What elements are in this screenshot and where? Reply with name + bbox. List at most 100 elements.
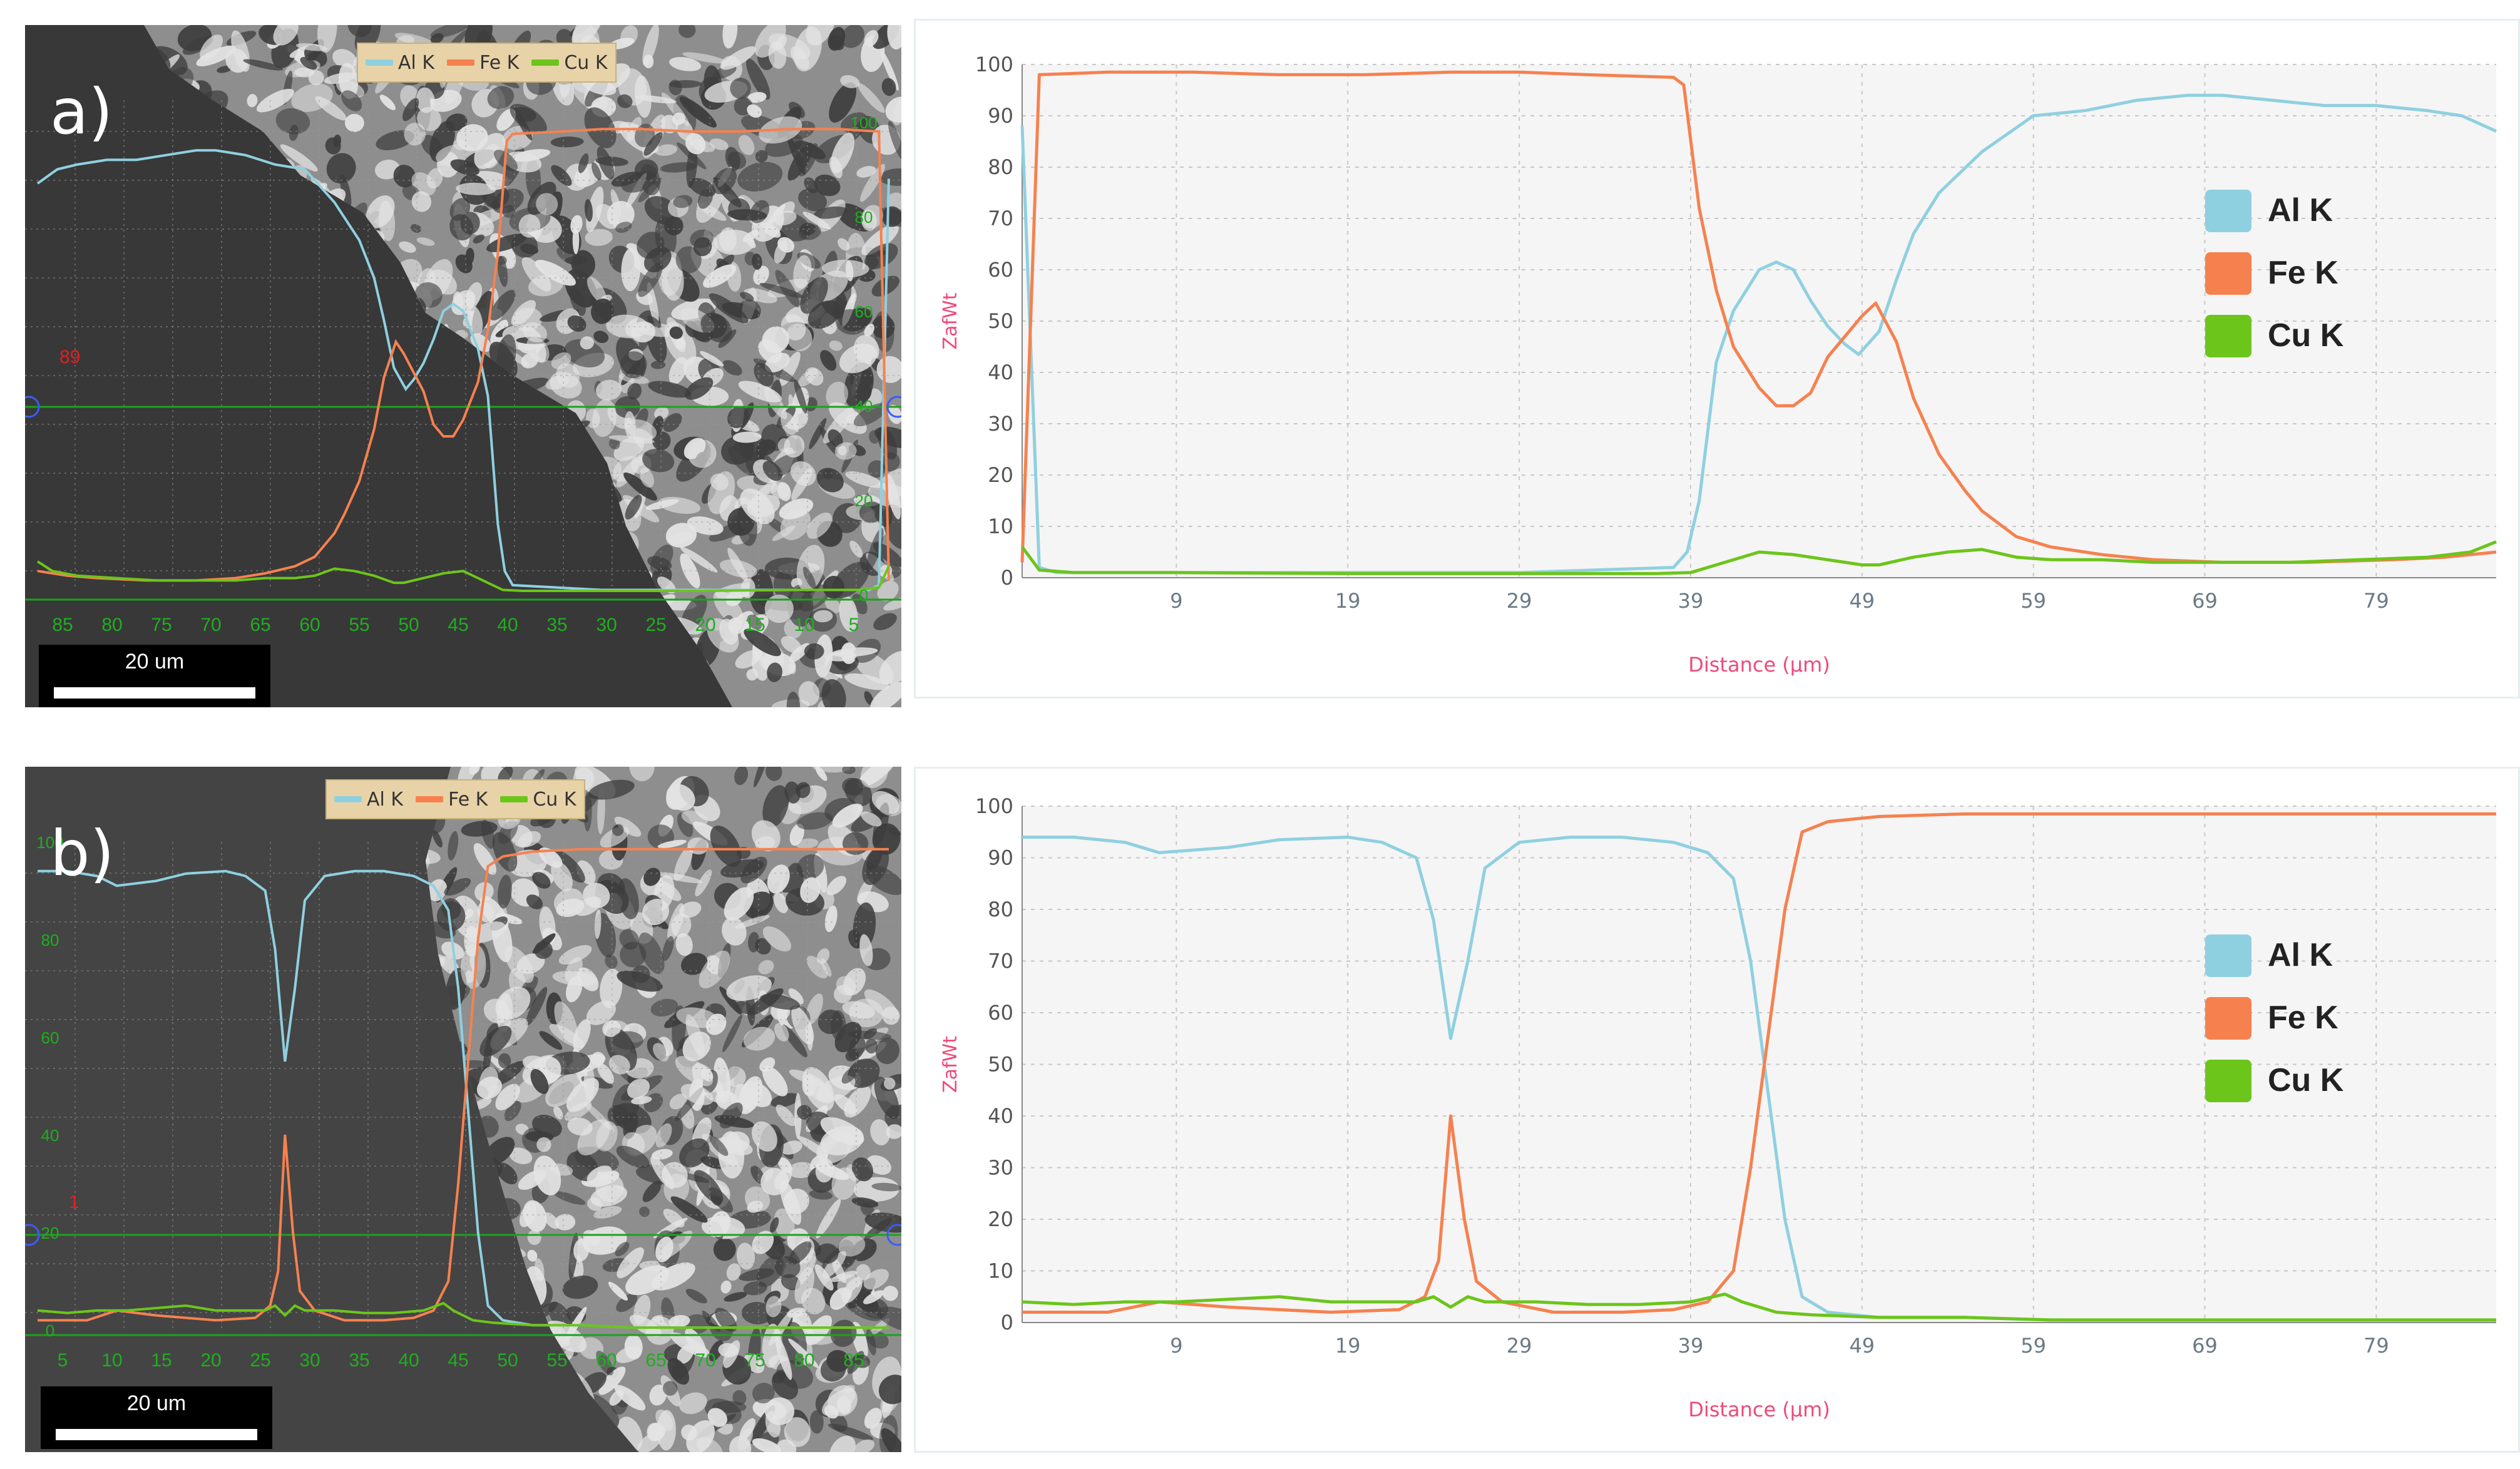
micrograph-a-right-tick: 60 [855, 302, 873, 321]
micrograph-a-right-tick: 80 [855, 208, 873, 227]
micrograph-b-bottom-tick: 10 [101, 1350, 122, 1371]
scale-bar-b-label: 20 um [126, 1391, 187, 1415]
micrograph-b-bottom-tick: 30 [299, 1350, 320, 1371]
chart-b-y-tick-label: 20 [988, 1207, 1013, 1231]
chart-b: 0 10 20 30 40 50 60 70 80 90 100 9 19 29 39 49 59 69 79 Dis… [914, 767, 2520, 1453]
micrograph-a-bottom-tick: 45 [448, 615, 468, 635]
chart-b-x-tick-label: 79 [2364, 1334, 2389, 1358]
chart-b-x-tick-label: 29 [1507, 1334, 1532, 1358]
scale-bar-a: 20 um [39, 645, 270, 707]
micrograph-b-bottom-tick: 65 [645, 1350, 666, 1371]
micrograph-a-right-tick: 20 [855, 491, 873, 510]
chart-a-series-fe-k [1020, 70, 2497, 564]
micrograph-b-bottom-tick: 20 [200, 1350, 221, 1371]
micrograph-b-scan-start-marker [25, 1224, 40, 1246]
micrograph-a-bottom-tick: 40 [497, 615, 518, 635]
micrograph-a-legend-cu: Cu K [564, 51, 608, 74]
micrograph-b-bottom-tick: 5 [58, 1350, 68, 1371]
chart-a-legend-label: Al K [2268, 192, 2333, 228]
chart-b-x-axis-title: Distance (µm) [1688, 1398, 1830, 1421]
chart-a-series-al-k [1020, 93, 2497, 575]
micrograph-a-bottom-tick: 60 [299, 615, 320, 635]
chart-a-x-tick-label: 69 [2192, 589, 2218, 613]
micrograph-a-marker-label: 89 [59, 347, 80, 367]
chart-a-y-tick-label: 60 [988, 258, 1013, 282]
chart-a-legend-label: Fe K [2268, 255, 2338, 291]
micrograph-b-scan-end-marker [886, 1224, 901, 1246]
micrograph-b-marker-label: 1 [69, 1192, 79, 1212]
chart-b-y-tick-label: 50 [988, 1053, 1013, 1077]
chart-b-series-cu-k [1022, 1292, 2496, 1322]
micrograph-b-right-tick: 0 [46, 1321, 54, 1340]
micrograph-a-bottom-tick: 80 [101, 615, 122, 635]
micrograph-b-bottom-tick: 60 [596, 1350, 617, 1371]
chart-a-y-tick-label: 70 [988, 207, 1013, 230]
chart-a-y-tick-label: 50 [988, 309, 1013, 333]
micrograph-a-scan-end-marker [886, 396, 901, 418]
panel-label-b: b) [50, 817, 115, 890]
micrograph-a-right-tick: 0 [859, 586, 868, 605]
micrograph-b-bottom-tick: 75 [744, 1350, 765, 1371]
micrograph-a-bottom-tick: 30 [596, 615, 617, 635]
scale-bar-b: 20 um [41, 1386, 272, 1449]
chart-b-legend-label: Cu K [2268, 1062, 2344, 1098]
chart-a-y-tick-label: 80 [988, 155, 1013, 179]
micrograph-b: 5 10 15 20 25 30 35 40 45 50 55 60 65 70 75 80 85 100 80 60… [25, 767, 901, 1452]
micrograph-b-bottom-tick: 40 [398, 1350, 419, 1371]
chart-a: 0 10 20 30 40 50 60 70 80 90 100 9 19 29 39 49 59 69 79 Dis… [914, 19, 2520, 699]
chart-a-x-tick-label: 49 [1849, 589, 1875, 613]
chart-a-series-cu-k [1020, 540, 2497, 575]
legend-swatch-al-icon [366, 59, 393, 66]
chart-b-legend-label: Al K [2268, 937, 2333, 973]
chart-a-y-tick-label: 10 [988, 514, 1013, 538]
micrograph-b-right-tick: 20 [41, 1224, 59, 1242]
micrograph-a-bottom-tick: 75 [151, 615, 172, 635]
micrograph-b-legend-cu: Cu K [533, 788, 576, 811]
chart-a-y-tick-label: 100 [975, 53, 1013, 76]
micrograph-b-right-tick: 80 [41, 931, 59, 949]
chart-a-legend-swatch-fe-k [2205, 252, 2251, 295]
micrograph-b-bottom-tick: 35 [349, 1350, 369, 1371]
micrograph-a-bottom-tick: 70 [200, 615, 221, 635]
micrograph-a-legend: Al K Fe K Cu K [357, 43, 617, 83]
chart-a-y-tick-label: 20 [988, 463, 1013, 487]
micrograph-b-bottom-tick: 50 [497, 1350, 518, 1371]
micrograph-a-right-tick: 40 [855, 397, 873, 416]
micrograph-a-bottom-tick: 85 [52, 615, 73, 635]
chart-a-svg: 0 10 20 30 40 50 60 70 80 90 100 9 19 29 39 49 59 69 79 Dis… [940, 53, 2497, 677]
micrograph-b-right-tick: 40 [41, 1126, 59, 1145]
chart-b-x-tick-label: 39 [1678, 1334, 1704, 1358]
chart-a-x-tick-label: 29 [1507, 589, 1532, 613]
chart-a-y-tick-label: 0 [1001, 566, 1013, 590]
chart-b-x-tick-label: 59 [2021, 1334, 2046, 1358]
micrograph-a-scan-start-marker [25, 396, 40, 418]
micrograph-b-bottom-tick: 15 [151, 1350, 172, 1371]
micrograph-a-bottom-tick: 35 [546, 615, 567, 635]
micrograph-a-right-tick: 100 [850, 113, 877, 132]
micrograph-b-bottom-tick: 45 [448, 1350, 468, 1371]
micrograph-b-legend-al: Al K [367, 788, 404, 811]
micrograph-b-bottom-tick: 80 [794, 1350, 814, 1371]
chart-b-legend-swatch-fe-k [2205, 997, 2251, 1040]
chart-a-x-tick-label: 9 [1170, 589, 1182, 613]
chart-b-x-tick-label: 19 [1335, 1334, 1361, 1358]
panel-label-a: a) [50, 75, 113, 148]
micrograph-b-right-tick: 60 [41, 1028, 59, 1047]
chart-b-y-tick-label: 30 [988, 1156, 1013, 1180]
micrograph-b-graphic: 5 10 15 20 25 30 35 40 45 50 55 60 65 70 75 80 851008060… [25, 767, 901, 1452]
chart-a-x-tick-label: 19 [1335, 589, 1361, 613]
micrograph-a-legend-fe: Fe K [479, 51, 520, 74]
chart-b-x-tick-label: 49 [1849, 1334, 1875, 1358]
chart-a-x-tick-label: 59 [2021, 589, 2046, 613]
chart-a-x-axis-title: Distance (µm) [1688, 653, 1830, 677]
micrograph-a-bottom-tick: 20 [695, 615, 715, 635]
micrograph-b-bottom-tick: 70 [695, 1350, 715, 1371]
chart-b-y-tick-label: 10 [988, 1259, 1013, 1283]
micrograph-a-bottom-tick: 10 [794, 615, 814, 635]
micrograph-a-overlay-cu-k [36, 560, 890, 592]
micrograph-b-legend: Al K Fe K Cu K [325, 779, 585, 819]
micrograph-a-bottom-tick: 65 [250, 615, 270, 635]
micrograph-b-overlay-cu-k [37, 1301, 889, 1329]
chart-b-y-tick-label: 80 [988, 898, 1013, 921]
chart-b-y-tick-label: 100 [975, 794, 1013, 818]
